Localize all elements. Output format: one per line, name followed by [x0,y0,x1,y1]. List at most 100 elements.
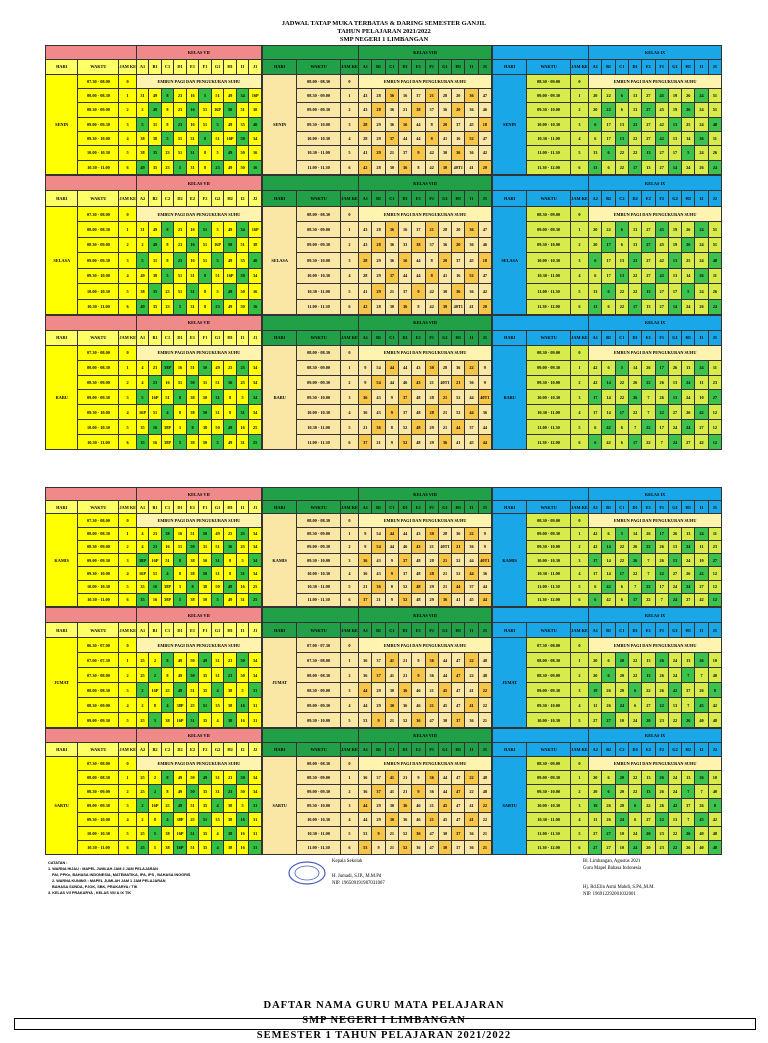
jam-cell: 2 [118,667,137,683]
teacher-code: 36 [411,712,426,728]
teacher-code: 34 [248,566,262,581]
class-header: D1 [397,622,413,638]
schedule-row: 10.30 - 11.00 4 6 17 13 22 27 42 13 14 26 11 [493,130,723,147]
teacher-code: 30 [384,798,400,813]
teacher-code: 31 [210,553,225,568]
teacher-code: 28 [358,130,373,147]
teacher-code: 4 [160,566,175,581]
teacher-code: 31 [235,566,250,581]
header-row: HARI WAKTU JAM KE A1 B1 C1 D1 E1 F1 G1 H1 I1 J1 [261,622,493,638]
teacher-code: 6 [627,812,643,827]
jam-cell: 6 [118,298,137,315]
time-cell: 07.30 - 08.00 [77,73,120,89]
teacher-code: 53 [358,826,373,841]
teacher-code: 22 [614,553,630,568]
teacher-code: 50 [235,652,250,668]
time-cell: 11.30 - 12.00 [526,840,571,855]
class-header: A1 [135,329,150,346]
teacher-code: 36 [384,221,400,238]
teacher-code: 22 [614,389,630,406]
class-header: C2 [160,742,175,757]
teacher-code: 42 [358,159,373,176]
teacher-code: 9 [384,389,400,406]
teacher-code: 13 [641,298,656,315]
schedule-row: 10.30 - 11.00 4 11 26 24 6 27 22 13 7 45 42 [493,812,723,827]
teacher-code: 36 [464,236,479,254]
teacher-code: 16 [185,116,200,132]
teacher-code: 17 [588,389,603,406]
class-header: E1 [641,500,656,515]
time-cell: 11.30 - 12.00 [526,298,571,315]
schedule-row: 10.30 - 11.00 6 35 16 38P 5 38 50 5 49 31 25 [46,592,262,608]
teacher-code: 4 [160,812,175,827]
teacher-code: 8 [198,159,212,176]
notes: CATATAN : 1. WARNA HIJAU : MAPEL JUMLAH … [48,860,190,896]
teacher-code: 38 [223,812,237,827]
teacher-code: 23 [173,221,187,238]
teacher-code: 42 [694,434,709,450]
teacher-code: 5 [681,145,696,161]
teacher-code: 48 [411,404,426,421]
jam-cell: 1 [339,770,360,785]
teacher-code: 26 [694,652,709,668]
class-header: F2 [198,190,212,207]
kelas-label: KELAS VIII [358,315,492,331]
time-cell: 11.00 - 11.30 [526,579,571,594]
teacher-code: 37 [397,553,413,568]
teacher-code: 5 [160,130,175,147]
time-cell: 09.00 - 09.30 [526,221,571,238]
time-cell: 09.00 - 09.30 [77,252,120,269]
teacher-code: 16 [235,419,250,435]
sign-line: NIP. 196509191987031007 [332,881,385,886]
schedule-row: SABTU 08.00 - 08.30 0 EMBUN PAGI DAN PENGUK… [261,756,492,855]
teacher-code: 8 [424,130,439,147]
teacher-code: 31 [135,221,150,238]
teacher-code: 6 [601,298,616,315]
jam-cell: 3 [569,553,590,568]
teacher-code: 22 [641,592,656,608]
teacher-code: 25 [160,798,175,813]
teacher-code: 45 [654,236,669,254]
teacher-code: 37 [451,252,466,269]
teacher-code: 52 [464,130,479,147]
schedule-row: 08.30 - 09.00 1 36 37 41 21 9 36 44 47 22 48 [263,770,493,785]
jam-cell: 0 [339,73,360,89]
teacher-code: 27 [641,812,656,827]
teacher-code: 22 [641,434,656,450]
teacher-code: 13 [641,784,656,799]
time-cell: 10.00 - 10.30 [526,712,571,728]
activity-note: EMBUN PAGI DAN PENGUKURAN SUHU [588,205,722,223]
spacer [491,728,590,743]
teacher-code: 26 [627,389,643,406]
teacher-code: 54 [371,526,386,541]
teacher-code: 41 [437,130,453,147]
jam-cell: 6 [118,159,137,176]
time-cell: 10.30 - 11.00 [77,298,120,315]
time-cell: 08.00 - 08.30 [526,652,571,668]
class-header: D2 [173,742,187,757]
teacher-code: 42 [707,697,723,713]
jam-cell: 4 [339,566,360,581]
class-header: C1 [384,622,400,638]
teacher-code: 35 [198,682,212,698]
teacher-code: 45 [654,221,669,238]
teacher-code: 26 [641,526,656,541]
teacher-code: 22 [601,87,616,104]
activity-note: EMBUN PAGI DAN PENGUKURAN SUHU [358,756,492,771]
spacer [45,44,137,61]
teacher-code: 9 [358,359,373,376]
teacher-code: 21 [384,283,400,300]
time-cell: 10.00 - 10.30 [296,812,341,827]
teacher-code: 16 [160,374,175,391]
header-row: HARI WAKTU JAM KE A1 B1 C1 D1 E1 F1 G1 H1 I1 J1 [491,622,723,638]
jam-cell: 2 [118,784,137,799]
schedule-row: JUMAT 07.30 - 08.00 0 EMBUN PAGI DAN PENGUK… [491,637,722,728]
teacher-code: 4 [210,712,225,728]
teacher-code: 51 [707,102,723,118]
class-header: A1 [358,500,373,515]
signature-right: Bl. Limbangan, Agustus 2021 Guru Mapel B… [583,858,655,898]
teacher-code: 45 [464,592,479,608]
day-label: SENIN [261,73,298,176]
class-header: D2 [627,190,643,207]
jam-cell: 3 [339,116,360,132]
